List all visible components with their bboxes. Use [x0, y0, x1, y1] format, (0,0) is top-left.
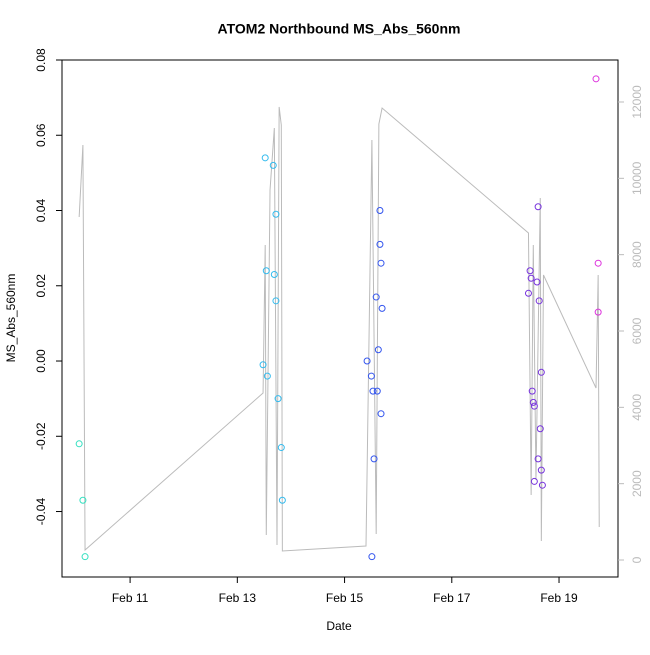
- y-tick-label: 0.08: [34, 48, 48, 72]
- point: [373, 387, 381, 395]
- x-tick-label: Feb 17: [433, 591, 471, 605]
- point: [274, 395, 282, 403]
- y2-tick-label: 8000: [630, 241, 644, 268]
- point: [377, 259, 385, 267]
- point: [272, 210, 280, 218]
- point: [529, 398, 537, 406]
- point: [376, 240, 384, 248]
- y2-tick-label: 10000: [630, 161, 644, 195]
- point: [524, 289, 532, 297]
- point: [372, 293, 380, 301]
- point: [592, 75, 600, 83]
- point: [368, 553, 376, 561]
- point: [534, 455, 542, 463]
- y2-tick-label: 12000: [630, 85, 644, 119]
- point: [528, 387, 536, 395]
- x-tick-label: Feb 15: [326, 591, 364, 605]
- y2-tick-label: 4000: [630, 394, 644, 421]
- point: [79, 496, 87, 504]
- y2-tick-label: 6000: [630, 317, 644, 344]
- point: [269, 161, 277, 169]
- point: [377, 410, 385, 418]
- y-tick-label: 0.02: [34, 274, 48, 298]
- line-series: [78, 106, 600, 552]
- point: [369, 387, 377, 395]
- chart-title: ATOM2 Northbound MS_Abs_560nm: [218, 21, 461, 37]
- point: [594, 259, 602, 267]
- y-tick-label: 0.00: [34, 349, 48, 373]
- point: [263, 372, 271, 380]
- x-tick-label: Feb 11: [112, 591, 149, 605]
- point: [378, 304, 386, 312]
- y-tick-label: 0.06: [34, 123, 48, 147]
- x-tick-label: Feb 19: [540, 591, 578, 605]
- y-axis-label: MS_Abs_560nm: [4, 274, 18, 363]
- point: [370, 455, 378, 463]
- y2-tick-label: 0: [630, 556, 644, 563]
- point: [538, 481, 546, 489]
- point: [81, 553, 89, 561]
- point: [535, 297, 543, 305]
- point: [376, 207, 384, 215]
- y2-tick-label: 2000: [630, 470, 644, 497]
- point: [270, 270, 278, 278]
- x-tick-label: Feb 13: [219, 591, 257, 605]
- point: [537, 368, 545, 376]
- point: [262, 267, 270, 275]
- point: [537, 466, 545, 474]
- point: [75, 440, 83, 448]
- y-tick-label: -0.04: [34, 498, 48, 526]
- point: [530, 477, 538, 485]
- point: [374, 346, 382, 354]
- point: [367, 372, 375, 380]
- point: [272, 297, 280, 305]
- y-tick-label: -0.02: [34, 422, 48, 450]
- point: [526, 267, 534, 275]
- y-tick-label: 0.04: [34, 199, 48, 223]
- point: [536, 425, 544, 433]
- point: [533, 278, 541, 286]
- point: [277, 444, 285, 452]
- point: [530, 402, 538, 410]
- point: [259, 361, 267, 369]
- point: [527, 274, 535, 282]
- point: [363, 357, 371, 365]
- point: [278, 496, 286, 504]
- plot-frame: [61, 59, 619, 578]
- point: [261, 154, 269, 162]
- point: [594, 308, 602, 316]
- point: [534, 203, 542, 211]
- x-axis-label: Date: [326, 619, 352, 633]
